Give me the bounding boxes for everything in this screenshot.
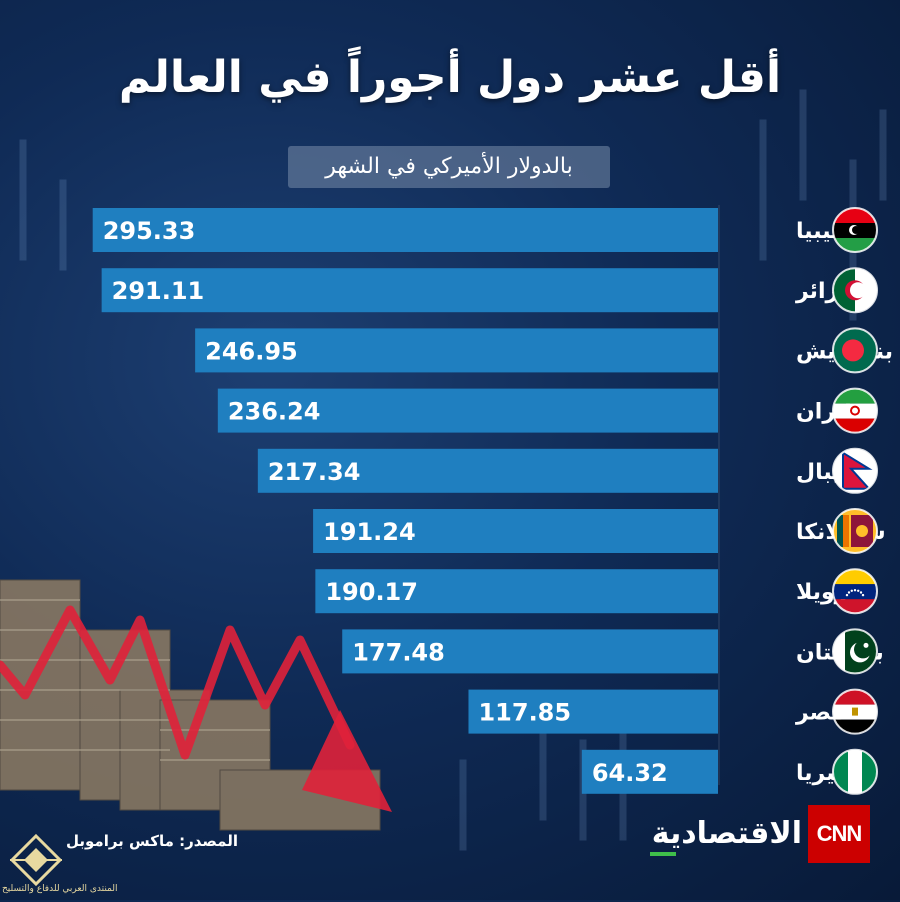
sri-lanka-flag-icon xyxy=(833,509,877,553)
value-label: 295.33 xyxy=(103,217,196,245)
flag-ring xyxy=(832,508,878,554)
value-label: 117.85 xyxy=(478,699,571,727)
value-label: 177.48 xyxy=(352,638,445,666)
chart-subtitle: بالدولار الأميركي في الشهر xyxy=(288,146,610,188)
watermark-text: المنتدى العربي للدفاع والتسليح xyxy=(2,884,118,894)
flag-ring xyxy=(832,688,878,735)
brand-name: الاقتصادية xyxy=(651,816,802,851)
nepal-flag-icon xyxy=(833,448,877,493)
value-label: 217.34 xyxy=(268,458,361,486)
bar xyxy=(217,388,719,433)
value-label: 191.24 xyxy=(323,518,416,546)
value-label: 291.11 xyxy=(112,277,205,305)
flag-ring xyxy=(832,327,878,374)
bar xyxy=(101,268,719,313)
bar xyxy=(195,328,718,373)
bar xyxy=(342,629,718,674)
bar xyxy=(257,448,718,493)
flag-ring xyxy=(832,267,878,314)
value-label: 236.24 xyxy=(228,398,321,426)
flag-ring xyxy=(832,387,878,434)
brand-accent xyxy=(650,852,676,856)
source-label: المصدر: ماكس براموبل xyxy=(66,832,239,850)
bar xyxy=(315,569,718,614)
value-label: 190.17 xyxy=(325,578,418,606)
cnn-logo: CNN xyxy=(808,805,870,863)
value-label: 246.95 xyxy=(205,337,298,365)
flag-ring xyxy=(832,568,878,615)
flag-ring xyxy=(832,628,878,675)
chart-title: أقل عشر دول أجوراً في العالم xyxy=(118,52,782,103)
watermark-emblem-icon xyxy=(6,826,66,898)
value-label: 64.32 xyxy=(592,759,668,787)
algeria-flag-icon xyxy=(833,268,877,313)
bar xyxy=(313,509,718,553)
bangladesh-flag-icon xyxy=(833,328,877,373)
bar xyxy=(468,689,718,734)
bar xyxy=(92,208,718,252)
flag-ring xyxy=(832,748,878,795)
bar xyxy=(581,749,718,794)
flag-ring xyxy=(832,207,878,253)
flag-ring xyxy=(832,447,878,494)
